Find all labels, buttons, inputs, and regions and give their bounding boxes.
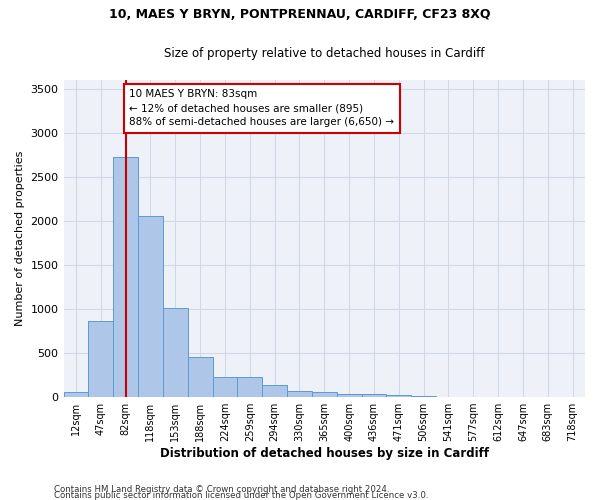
Bar <box>113 158 138 397</box>
Text: Contains HM Land Registry data © Crown copyright and database right 2024.: Contains HM Land Registry data © Crown c… <box>54 485 389 494</box>
X-axis label: Distribution of detached houses by size in Cardiff: Distribution of detached houses by size … <box>160 447 489 460</box>
Bar <box>88 322 113 397</box>
Bar <box>362 394 386 397</box>
Bar <box>287 392 312 397</box>
Bar <box>163 308 188 397</box>
Bar <box>337 394 362 397</box>
Bar <box>138 216 163 397</box>
Text: 10 MAES Y BRYN: 83sqm
← 12% of detached houses are smaller (895)
88% of semi-det: 10 MAES Y BRYN: 83sqm ← 12% of detached … <box>130 90 394 128</box>
Y-axis label: Number of detached properties: Number of detached properties <box>15 150 25 326</box>
Bar <box>188 357 212 397</box>
Text: Contains public sector information licensed under the Open Government Licence v3: Contains public sector information licen… <box>54 491 428 500</box>
Bar <box>212 377 238 397</box>
Title: Size of property relative to detached houses in Cardiff: Size of property relative to detached ho… <box>164 48 485 60</box>
Bar <box>64 392 88 397</box>
Text: 10, MAES Y BRYN, PONTPRENNAU, CARDIFF, CF23 8XQ: 10, MAES Y BRYN, PONTPRENNAU, CARDIFF, C… <box>109 8 491 20</box>
Bar <box>238 377 262 397</box>
Bar <box>411 396 436 397</box>
Bar <box>262 385 287 397</box>
Bar <box>386 395 411 397</box>
Bar <box>312 392 337 397</box>
